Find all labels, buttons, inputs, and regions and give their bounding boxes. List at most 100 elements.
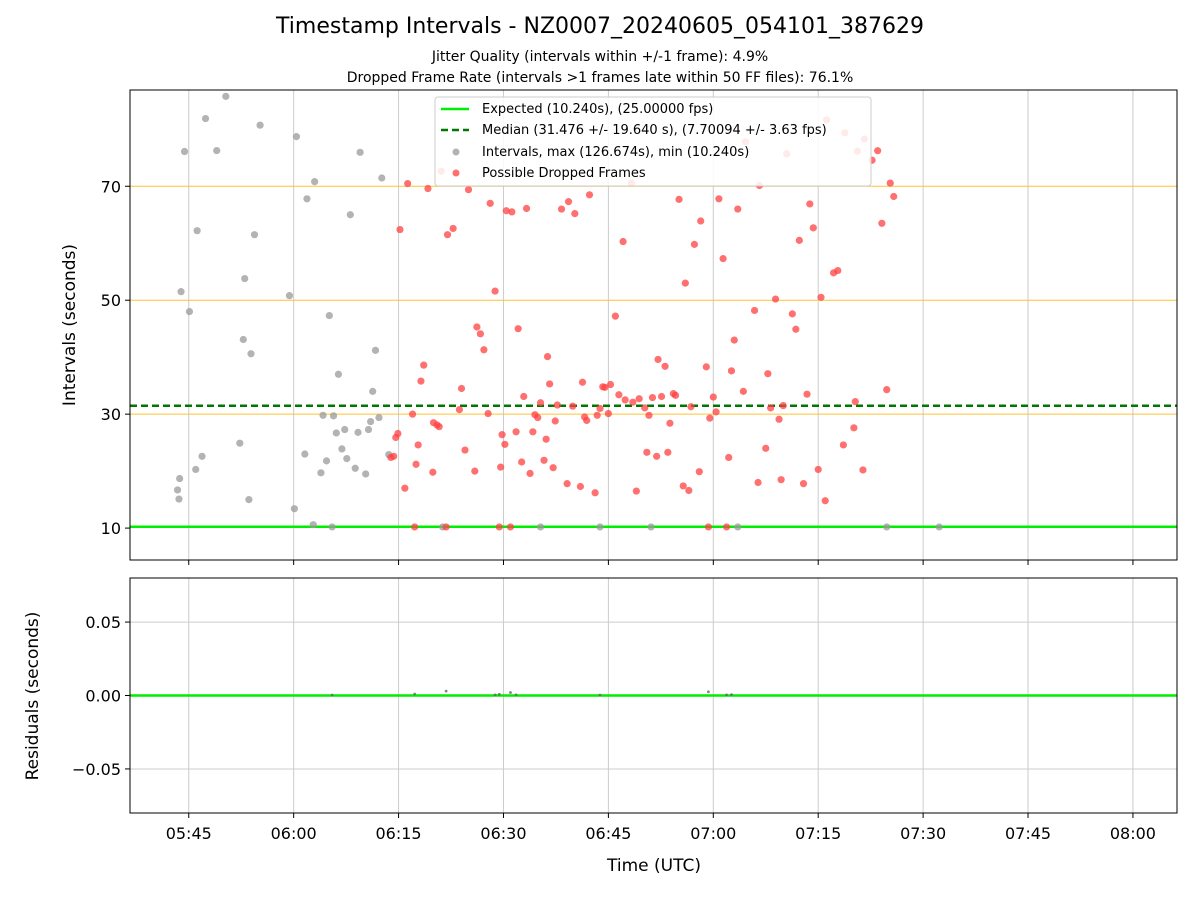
dropped-frame-point — [420, 361, 428, 369]
dropped-frame-point — [480, 346, 488, 354]
interval-point — [362, 470, 370, 478]
dropped-frame-point — [764, 370, 772, 378]
interval-point — [338, 445, 346, 453]
dropped-frame-point — [540, 456, 548, 464]
dropped-frame-point — [666, 419, 674, 427]
residual-point — [730, 693, 733, 697]
dropped-frame-point — [767, 404, 775, 412]
dropped-frame-point — [429, 468, 437, 476]
dropped-frame-point — [695, 468, 703, 476]
dropped-frame-point — [690, 240, 699, 248]
interval-point — [241, 274, 249, 283]
dropped-frame-point — [569, 402, 577, 410]
dropped-frame-point — [834, 266, 842, 275]
interval-point — [364, 425, 373, 434]
dropped-frame-point — [817, 293, 825, 301]
interval-point — [176, 474, 184, 483]
interval-point — [309, 521, 317, 529]
residual-point — [413, 692, 417, 696]
dropped-frame-point — [536, 399, 545, 407]
interval-point — [185, 307, 194, 316]
dropped-frame-point — [498, 431, 506, 439]
dropped-frame-point — [754, 478, 762, 487]
top-plot-frame — [129, 89, 1178, 561]
top-y-tick-label: 70 — [101, 177, 121, 196]
dropped-frame-point — [648, 394, 657, 402]
interval-point — [173, 486, 182, 494]
dropped-frame-point — [777, 476, 785, 484]
residual-point — [514, 693, 518, 697]
dropped-frame-point — [654, 355, 662, 364]
dropped-frame-point — [526, 469, 534, 478]
x-tick-label: 06:00 — [271, 824, 317, 843]
interval-point — [334, 370, 343, 378]
residual-point — [509, 691, 512, 694]
dropped-frame-point — [518, 458, 526, 466]
interval-point — [201, 114, 210, 123]
dropped-frame-point — [619, 237, 627, 246]
dropped-frame-point — [632, 487, 640, 495]
dropped-frame-point — [576, 482, 585, 491]
dropped-frame-point — [635, 395, 643, 403]
dropped-frame-point — [522, 204, 531, 213]
dropped-frame-point — [464, 186, 473, 194]
dropped-frame-point — [641, 404, 649, 412]
dropped-frame-point — [851, 398, 859, 406]
dropped-frame-point — [390, 452, 398, 460]
dropped-frame-point — [408, 410, 417, 418]
dropped-frame-point — [762, 444, 770, 452]
interval-point — [301, 450, 309, 458]
dropped-frame-point — [604, 409, 612, 418]
dropped-frame-point — [502, 207, 510, 215]
dropped-frame-point — [591, 489, 599, 497]
dropped-frame-point — [583, 416, 591, 425]
dropped-frame-point — [495, 523, 503, 531]
dropped-frame-point — [404, 179, 412, 188]
dropped-frame-point — [643, 448, 651, 456]
dropped-frame-point — [412, 460, 420, 468]
dropped-frame-point — [878, 219, 886, 227]
dropped-frame-point — [883, 386, 891, 394]
bottom-y-axis-label: Residuals (seconds) — [23, 612, 43, 781]
dropped-frame-point — [788, 310, 796, 318]
legend-dropped-label: Possible Dropped Frames — [482, 166, 646, 181]
dropped-frame-point — [799, 480, 808, 488]
dropped-frame-point — [551, 417, 559, 425]
x-axis-label: Time (UTC) — [606, 856, 701, 876]
dropped-frame-point — [553, 401, 561, 409]
dropped-frame-point — [401, 484, 409, 492]
legend: Expected (10.240s), (25.00000 fps) Media… — [434, 96, 872, 187]
dropped-frame-point — [491, 287, 499, 295]
dropped-frame-point — [809, 224, 817, 232]
legend-intervals-swatch — [452, 148, 460, 156]
dropped-frame-point — [795, 236, 803, 244]
dropped-frame-point — [739, 387, 747, 395]
x-tick-label: 05:45 — [166, 824, 212, 843]
interval-point — [198, 452, 206, 460]
interval-points — [173, 92, 943, 531]
residual-point — [725, 693, 728, 697]
residual-point — [497, 692, 501, 696]
interval-point — [378, 174, 386, 182]
interval-point — [213, 146, 221, 155]
dropped-frame-point — [424, 184, 432, 193]
dropped-frame-point — [534, 413, 542, 422]
axis-ticks: 05:45 06:00 06:15 06:30 06:45 07:00 07:15 07:30… — [72, 177, 1156, 843]
dropped-frame-point — [546, 380, 554, 388]
dropped-frame-point — [411, 523, 419, 531]
dropped-frame-point — [814, 465, 822, 474]
interval-point — [250, 231, 259, 239]
dropped-frame-point — [417, 377, 425, 385]
dropped-frame-point — [557, 205, 566, 213]
interval-point — [311, 178, 319, 186]
dropped-frame-point — [512, 428, 520, 436]
interval-point — [192, 465, 200, 474]
dropped-frame-point — [697, 217, 705, 225]
residual-point — [598, 693, 602, 697]
dropped-frame-point — [394, 429, 402, 438]
dropped-frame-point — [806, 200, 814, 208]
dropped-frame-point — [542, 435, 550, 443]
dropped-frame-point — [529, 428, 537, 436]
legend-intervals-label: Intervals, max (126.674s), min (10.240s) — [482, 145, 749, 160]
